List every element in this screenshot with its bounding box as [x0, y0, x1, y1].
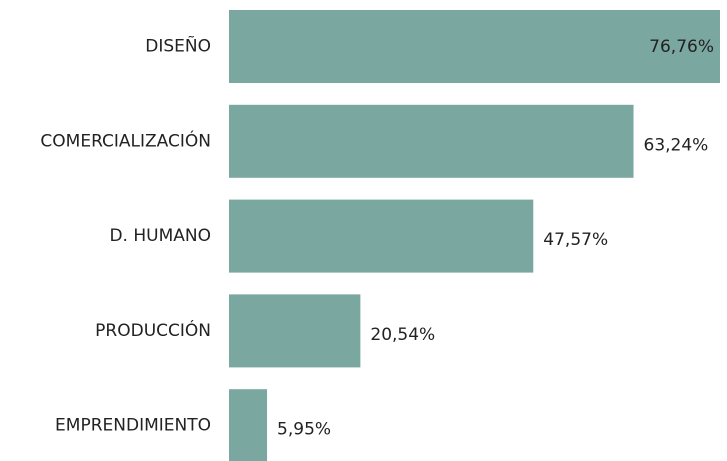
bar [229, 104, 634, 178]
value-label: 76,76% [649, 37, 714, 57]
bar [229, 10, 720, 83]
bar [229, 294, 361, 368]
value-label: 63,24% [644, 135, 709, 155]
category-label: D. HUMANO [109, 226, 211, 246]
value-label: 20,54% [370, 325, 435, 345]
category-label: PRODUCCIÓN [95, 319, 211, 341]
value-label: 5,95% [277, 420, 331, 440]
bar [229, 199, 534, 273]
bar [229, 389, 268, 461]
category-label: EMPRENDIMIENTO [55, 416, 211, 436]
category-label: DISEÑO [145, 35, 211, 57]
value-label: 47,57% [543, 230, 608, 250]
category-label: COMERCIALIZACIÓN [40, 129, 211, 151]
